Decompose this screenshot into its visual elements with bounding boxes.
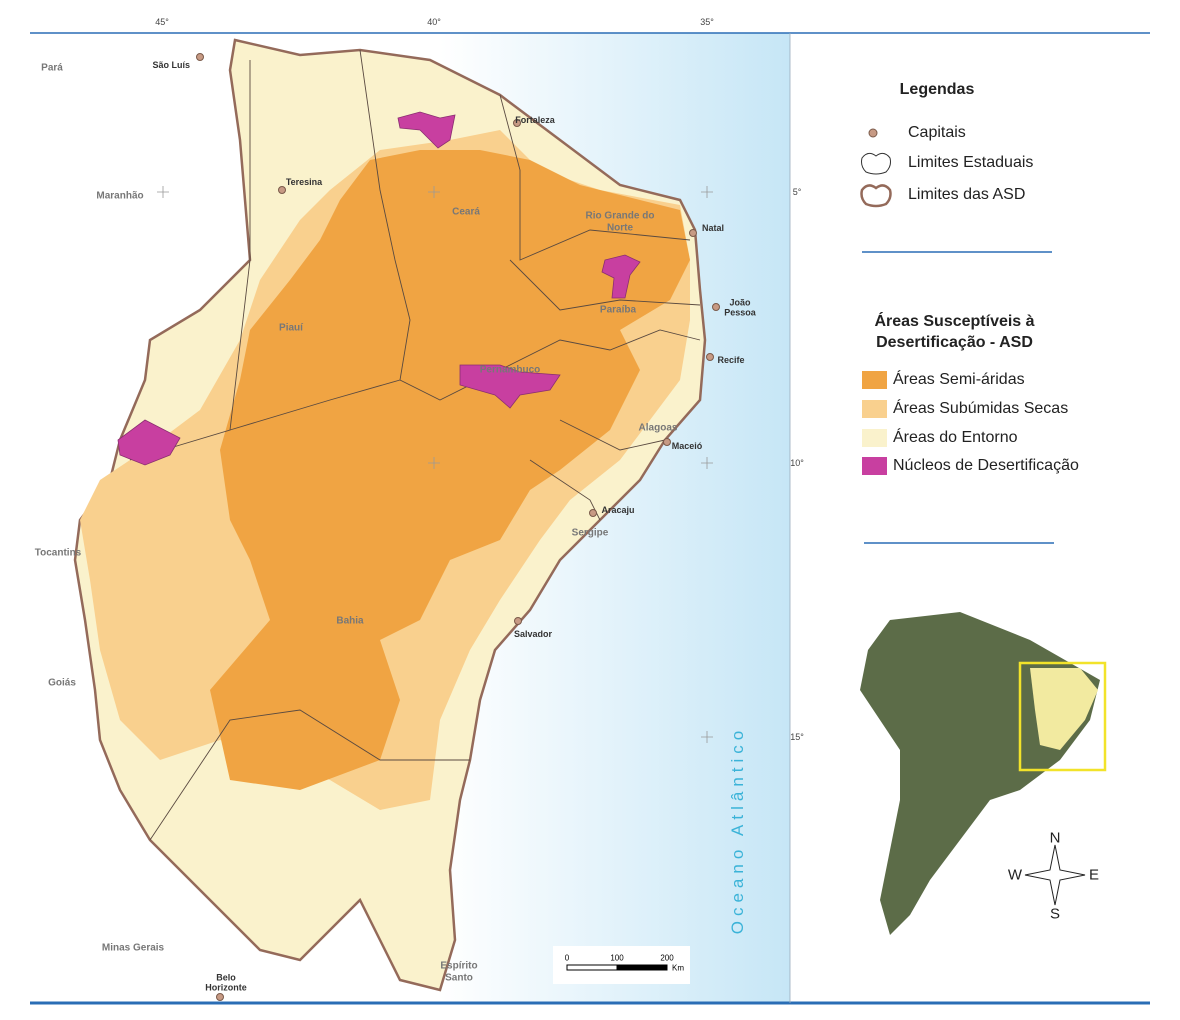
compass-rose bbox=[1024, 844, 1086, 906]
latitude-label: 15° bbox=[790, 731, 804, 742]
state-label: Pará bbox=[41, 62, 63, 74]
state-label: Ceará bbox=[452, 206, 480, 218]
asd-item: Áreas Semi-áridas bbox=[893, 371, 1025, 388]
latitude-label: 10° bbox=[790, 457, 804, 468]
legend-swatch bbox=[862, 371, 887, 389]
legend-capital-icon bbox=[868, 128, 878, 138]
nucleos bbox=[117, 111, 641, 466]
semiarid-area bbox=[210, 150, 690, 790]
inset-region bbox=[1030, 668, 1098, 750]
ocean-label: Oceano Atlântico bbox=[728, 725, 748, 935]
capital-label: Aracaju bbox=[601, 504, 635, 515]
legend-item: Limites das ASD bbox=[908, 186, 1026, 203]
scale-tick-label: 100 bbox=[610, 953, 624, 963]
capital-dot bbox=[513, 119, 521, 127]
nucleo-pe bbox=[459, 364, 561, 409]
state-label: Pernambuco bbox=[479, 364, 541, 376]
state-label: Maranhão bbox=[96, 190, 144, 202]
capital-label: Maceió bbox=[671, 440, 703, 451]
asd-item: Áreas Subúmidas Secas bbox=[893, 400, 1069, 417]
asd-item: Áreas do Entorno bbox=[893, 429, 1018, 446]
state-label: Tocantins bbox=[34, 547, 82, 559]
capital-label: Belo Horizonte bbox=[205, 972, 247, 993]
state-label: Goiás bbox=[48, 677, 76, 689]
scale-unit: Km bbox=[672, 963, 684, 973]
capital-label: Recife bbox=[717, 354, 745, 365]
legend-item: Limites Estaduais bbox=[908, 154, 1034, 171]
state-label: Sergipe bbox=[571, 527, 609, 539]
longitude-label: 35° bbox=[700, 16, 714, 27]
state-label: Alagoas bbox=[638, 422, 678, 434]
capital-label: São Luís bbox=[152, 59, 190, 70]
capital-dot bbox=[196, 53, 204, 61]
scale-tick-label: 0 bbox=[564, 953, 570, 963]
nucleo-rn bbox=[601, 254, 641, 299]
state-label: Minas Gerais bbox=[101, 942, 165, 954]
asd-item: Núcleos de Desertificação bbox=[893, 457, 1079, 474]
state-label: Rio Grande do Norte bbox=[585, 210, 655, 234]
capital-dot bbox=[706, 353, 714, 361]
inset-box bbox=[1018, 661, 1107, 772]
capital-dot bbox=[712, 303, 720, 311]
legend-state-icon bbox=[861, 152, 891, 175]
state-label: Piauí bbox=[279, 322, 303, 334]
compass-letter: N bbox=[1049, 829, 1061, 847]
capital-label: João Pessoa bbox=[724, 297, 756, 318]
capital-label: Natal bbox=[701, 222, 725, 233]
capital-label: Salvador bbox=[513, 628, 553, 639]
legend-swatch bbox=[862, 457, 887, 475]
capital-dot bbox=[589, 509, 597, 517]
capital-dot bbox=[663, 438, 671, 446]
scale-bar-b bbox=[616, 964, 668, 971]
scale-bar-a bbox=[566, 964, 618, 971]
capital-dot bbox=[216, 993, 224, 1001]
longitude-label: 45° bbox=[155, 16, 169, 27]
scale-tick-label: 200 bbox=[660, 953, 674, 963]
latitude-label: 5° bbox=[792, 186, 802, 197]
legend-asd-icon bbox=[860, 184, 892, 208]
capital-label: Teresina bbox=[285, 176, 323, 187]
longitude-label: 40° bbox=[427, 16, 441, 27]
state-label: Espírito Santo bbox=[440, 960, 478, 984]
compass-letter: W bbox=[1007, 866, 1023, 884]
state-label: Paraíba bbox=[599, 304, 637, 316]
capital-label: Fortaleza bbox=[515, 114, 555, 125]
asd-title: Áreas Susceptíveis à Desertificação - AS… bbox=[874, 313, 1035, 351]
compass-letter: S bbox=[1049, 905, 1061, 923]
state-label: Bahia bbox=[336, 615, 364, 627]
legend-swatch bbox=[862, 400, 887, 418]
legend-title: Legendas bbox=[899, 81, 975, 98]
legend-item: Capitais bbox=[908, 124, 966, 141]
legend-swatch bbox=[862, 429, 887, 447]
capital-dot bbox=[514, 617, 522, 625]
nucleo-ceara bbox=[397, 111, 456, 149]
nucleo-pi bbox=[117, 419, 181, 466]
graticule-crosses bbox=[157, 186, 713, 743]
capital-dot bbox=[278, 186, 286, 194]
compass-letter: E bbox=[1088, 866, 1100, 884]
capital-dot bbox=[689, 229, 697, 237]
